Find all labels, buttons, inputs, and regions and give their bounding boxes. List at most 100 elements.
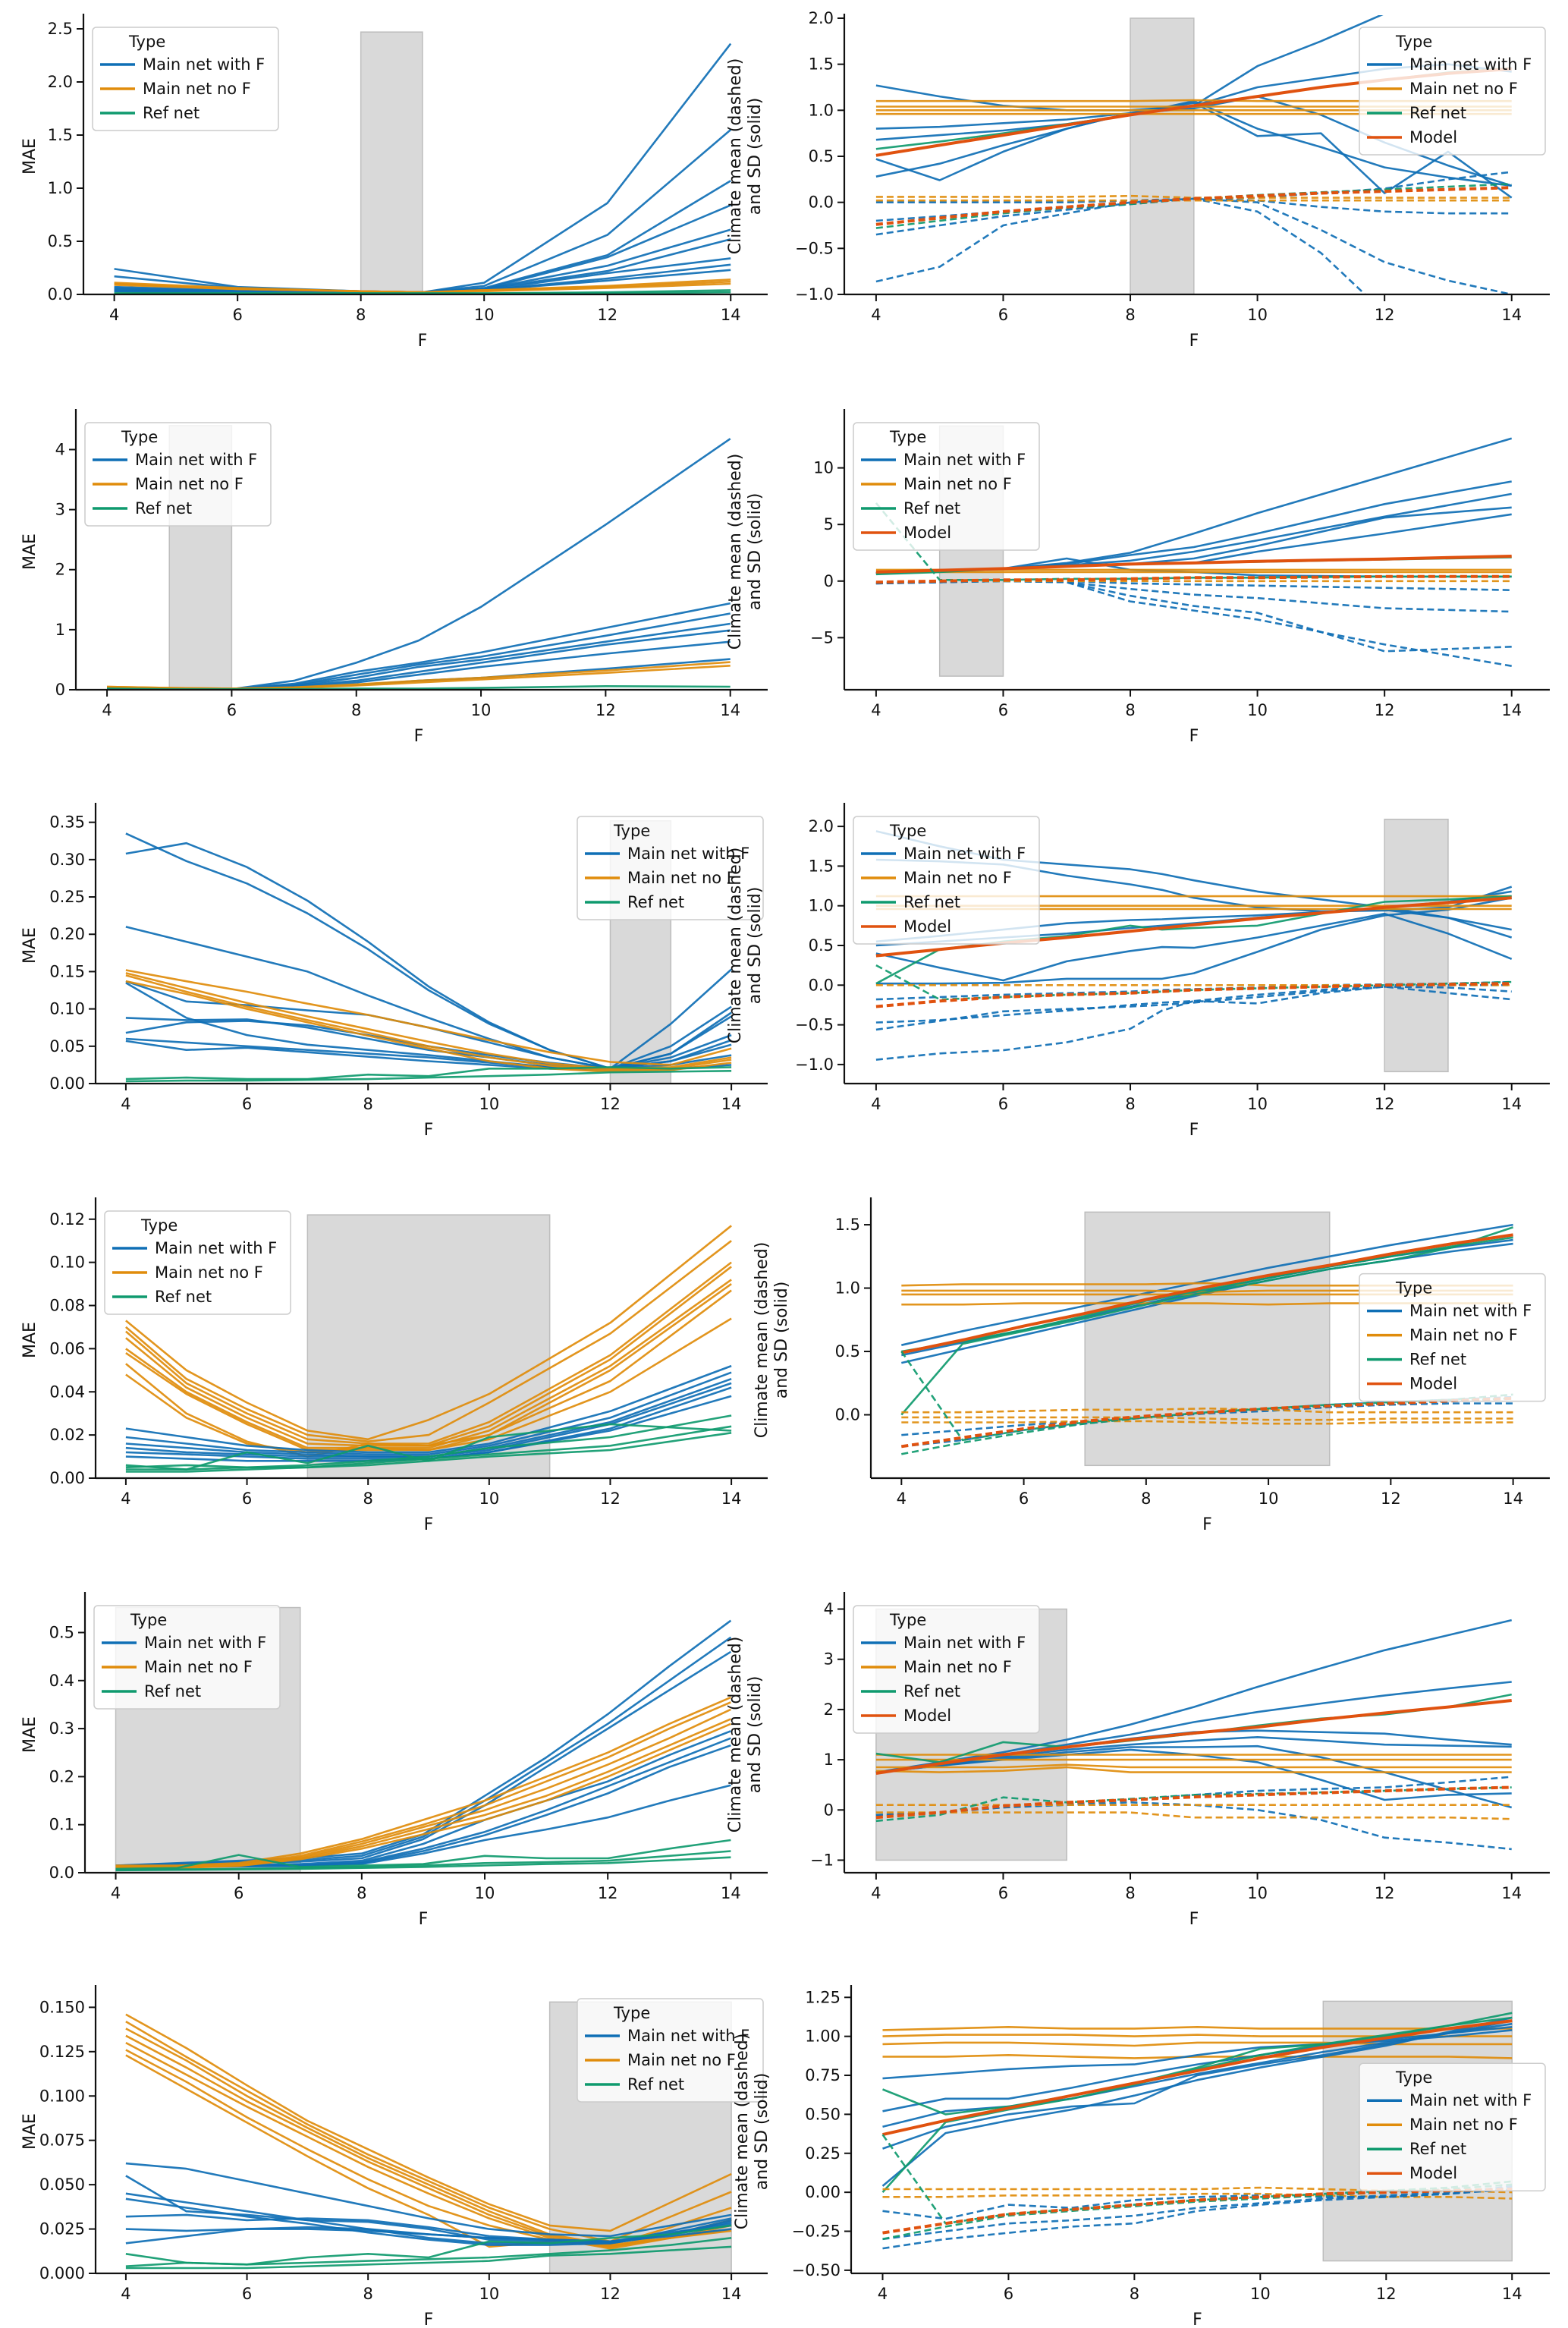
series-line-model xyxy=(875,555,1512,574)
y-tick-label: 2.0 xyxy=(809,817,834,835)
x-tick-label: 10 xyxy=(475,1884,495,1902)
x-tick-label: 6 xyxy=(242,2285,252,2303)
y-tick-label: 0 xyxy=(824,572,834,590)
y-axis-label: MAE xyxy=(20,1716,39,1753)
series-line-model-mean xyxy=(875,1785,1512,1820)
y-tick-label: 0.0 xyxy=(48,285,73,304)
x-tick-label: 4 xyxy=(121,2285,130,2303)
y-axis-label: Climate mean (dashed) xyxy=(726,58,745,255)
legend: Type Main net with F Main net no F Ref net M… xyxy=(853,1605,1040,1734)
legend: Type Main net with F Main net no F Ref net xyxy=(84,422,272,527)
legend-label: Ref net xyxy=(627,2075,684,2094)
y-axis-label: Climate mean (dashed) xyxy=(726,454,745,650)
series-line-model xyxy=(882,2019,1513,2137)
chart-panel-row1-climate: 4 6 8 10 12 14 −1.0 −0.5 0.0 0.5 1.0 1.5 2.0 F Climate… xyxy=(726,9,1550,351)
y-tick-label: 0.5 xyxy=(835,1342,860,1361)
series-line-main-net-no-f-mean xyxy=(882,2192,1513,2200)
x-tick-label: 6 xyxy=(232,306,242,324)
y-axis-label: and SD (solid) xyxy=(746,98,765,215)
x-tick-label: 4 xyxy=(121,1490,130,1508)
x-tick-label: 10 xyxy=(1247,306,1268,324)
x-tick-label: 12 xyxy=(595,701,616,719)
x-tick-label: 6 xyxy=(998,1095,1008,1113)
y-axis-label: MAE xyxy=(20,927,39,964)
x-tick-label: 12 xyxy=(1375,306,1395,324)
series-line-main-net-no-f xyxy=(125,2041,732,2250)
y-tick-label: 0.075 xyxy=(39,2131,85,2150)
x-tick-label: 14 xyxy=(1501,701,1522,719)
x-tick-label: 12 xyxy=(1376,2285,1397,2303)
legend-label: Model xyxy=(903,524,951,542)
y-tick-label: 0.4 xyxy=(49,1672,74,1690)
legend-label: Ref net xyxy=(155,1288,212,1306)
series-line-ref-net xyxy=(115,1856,731,1872)
legend-label: Main net with F xyxy=(903,845,1026,863)
series-line-model-mean xyxy=(901,1396,1513,1449)
legend-label: Ref net xyxy=(903,499,960,518)
y-tick-label: 1.0 xyxy=(809,897,834,915)
series-line-main-net-with-f xyxy=(125,1382,732,1458)
series-line-main-net-no-f xyxy=(114,282,731,294)
legend-box xyxy=(1359,27,1546,156)
chart-panel-row5-mae: 4 6 8 10 12 14 0.0 0.1 0.2 0.3 0.4 0.5 F MAE Type Main … xyxy=(20,1592,768,1929)
series-line-model xyxy=(875,1699,1512,1775)
x-tick-label: 6 xyxy=(998,701,1008,719)
series-line-main-net-no-f-mean xyxy=(901,1416,1513,1421)
series-line-model-mean xyxy=(875,982,1512,1008)
series-line-main-net-with-f-mean xyxy=(875,984,1512,1024)
series-line-main-net-no-f-mean xyxy=(901,1420,1513,1425)
x-axis-label: F xyxy=(414,727,424,746)
y-tick-label: 1.5 xyxy=(809,857,834,875)
y-tick-label: 4 xyxy=(824,1600,834,1619)
y-tick-label: 2.5 xyxy=(48,20,73,38)
series-line-main-net-no-f xyxy=(107,665,731,690)
x-tick-label: 6 xyxy=(242,1095,252,1113)
chart-panel-row3-mae: 4 6 8 10 12 14 0.00 0.05 0.10 0.15 0.20 0.25 0.30 0.3… xyxy=(20,803,768,1140)
y-tick-label: −5 xyxy=(810,628,834,646)
x-tick-label: 8 xyxy=(1125,701,1135,719)
y-axis-label: MAE xyxy=(20,1322,39,1358)
x-axis-label: F xyxy=(1202,1515,1212,1534)
legend: Type Main net with F Main net no F Ref net xyxy=(93,1605,281,1710)
y-tick-label: 0.0 xyxy=(835,1406,860,1424)
legend-label: Ref net xyxy=(627,893,684,911)
series-line-main-net-no-f xyxy=(125,1225,732,1441)
series-line-model xyxy=(900,1233,1513,1354)
series-line-ref-net xyxy=(125,1414,732,1469)
x-tick-label: 8 xyxy=(363,1490,373,1508)
x-tick-label: 10 xyxy=(1258,1490,1279,1508)
training-range-shade xyxy=(1084,1211,1331,1467)
series-group xyxy=(125,2013,732,2270)
x-tick-label: 12 xyxy=(600,2285,621,2303)
x-tick-label: 8 xyxy=(1125,1884,1135,1902)
y-tick-label: 1 xyxy=(55,621,65,639)
legend: Type Main net with F Main net no F Ref net xyxy=(104,1210,291,1315)
x-tick-label: 8 xyxy=(363,2285,373,2303)
x-tick-label: 4 xyxy=(102,701,112,719)
series-line-ref-net xyxy=(125,1432,732,1473)
legend-label: Main net with F xyxy=(903,1634,1026,1652)
legend-box xyxy=(93,1605,281,1710)
legend-box xyxy=(92,27,279,131)
series-line-ref-net xyxy=(882,2012,1513,2116)
y-tick-label: 1.5 xyxy=(809,55,834,74)
legend: Type Main net with F Main net no F Ref net M… xyxy=(1359,2062,1546,2191)
y-tick-label: −1.0 xyxy=(795,285,834,304)
legend: Type Main net with F Main net no F Ref net xyxy=(92,27,279,131)
training-range-shade xyxy=(1384,818,1449,1073)
legend-label: Main net no F xyxy=(903,475,1012,493)
legend-title: Type xyxy=(613,822,650,840)
y-tick-label: 0.12 xyxy=(49,1210,85,1228)
x-tick-label: 8 xyxy=(1125,306,1135,324)
chart-panel-row6-climate: 4 6 8 10 12 14 −0.50 −0.25 0.00 0.25 0.50 0.75 1.00 1… xyxy=(733,1985,1550,2328)
legend-label: Main net no F xyxy=(1409,2116,1518,2134)
series-line-ref-net xyxy=(125,2237,732,2267)
y-tick-label: 0.15 xyxy=(49,962,85,980)
y-tick-label: 0.50 xyxy=(805,2105,841,2123)
series-group xyxy=(125,832,732,1083)
chart-panel-row4-climate: 4 6 8 10 12 14 0.0 0.5 1.0 1.5 F Climate mean (dash… xyxy=(753,1197,1550,1534)
legend: Type Main net with F Main net no F Ref net M… xyxy=(1359,27,1546,156)
y-tick-label: 0.06 xyxy=(49,1339,85,1357)
chart-panel-row4-mae: 4 6 8 10 12 14 0.00 0.02 0.04 0.06 0.08 0.10 0.12 F MA… xyxy=(20,1197,768,1534)
